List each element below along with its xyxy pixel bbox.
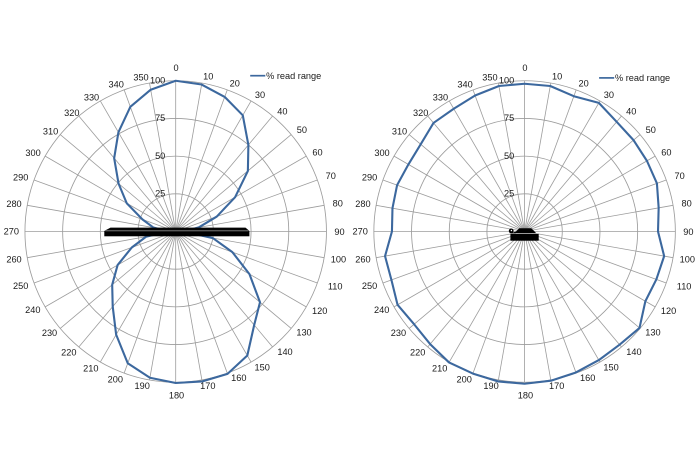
svg-text:320: 320 xyxy=(413,108,428,118)
svg-text:340: 340 xyxy=(109,80,124,90)
svg-text:300: 300 xyxy=(374,148,389,158)
svg-text:100: 100 xyxy=(331,255,346,265)
svg-text:220: 220 xyxy=(61,348,76,358)
svg-text:310: 310 xyxy=(43,127,58,137)
svg-text:350: 350 xyxy=(133,73,148,83)
svg-text:330: 330 xyxy=(84,93,99,103)
svg-text:190: 190 xyxy=(483,381,498,391)
svg-text:100: 100 xyxy=(150,76,165,86)
svg-text:70: 70 xyxy=(674,171,684,181)
svg-text:270: 270 xyxy=(353,226,368,236)
svg-text:75: 75 xyxy=(155,113,165,123)
svg-text:200: 200 xyxy=(108,375,123,385)
svg-text:160: 160 xyxy=(231,373,246,383)
svg-text:75: 75 xyxy=(504,113,514,123)
svg-text:290: 290 xyxy=(13,173,28,183)
svg-text:310: 310 xyxy=(392,127,407,137)
svg-text:90: 90 xyxy=(683,227,693,237)
svg-text:100: 100 xyxy=(499,76,514,86)
svg-text:% read range: % read range xyxy=(266,71,321,81)
svg-text:130: 130 xyxy=(296,328,311,338)
svg-text:50: 50 xyxy=(504,151,514,161)
svg-text:290: 290 xyxy=(362,173,377,183)
svg-text:240: 240 xyxy=(374,305,389,315)
svg-text:60: 60 xyxy=(312,148,322,158)
svg-text:300: 300 xyxy=(25,148,40,158)
svg-text:% read range: % read range xyxy=(615,73,670,83)
svg-text:70: 70 xyxy=(326,171,336,181)
svg-text:10: 10 xyxy=(552,72,562,82)
svg-text:230: 230 xyxy=(391,328,406,338)
svg-text:140: 140 xyxy=(626,347,641,357)
svg-text:320: 320 xyxy=(64,108,79,118)
svg-text:150: 150 xyxy=(255,363,270,373)
svg-text:60: 60 xyxy=(661,148,671,158)
svg-text:30: 30 xyxy=(255,90,265,100)
svg-text:80: 80 xyxy=(333,199,343,209)
svg-text:200: 200 xyxy=(457,375,472,385)
svg-text:250: 250 xyxy=(362,281,377,291)
svg-text:280: 280 xyxy=(355,199,370,209)
svg-text:100: 100 xyxy=(680,255,695,265)
svg-text:25: 25 xyxy=(155,189,165,199)
svg-text:10: 10 xyxy=(203,72,213,82)
svg-text:160: 160 xyxy=(580,373,595,383)
svg-text:170: 170 xyxy=(549,381,564,391)
svg-text:50: 50 xyxy=(155,151,165,161)
svg-text:350: 350 xyxy=(482,73,497,83)
svg-text:110: 110 xyxy=(328,281,343,291)
svg-text:170: 170 xyxy=(200,381,215,391)
svg-text:250: 250 xyxy=(13,281,28,291)
svg-text:330: 330 xyxy=(433,93,448,103)
svg-text:220: 220 xyxy=(410,348,425,358)
svg-text:210: 210 xyxy=(83,364,98,374)
svg-text:150: 150 xyxy=(603,363,618,373)
svg-text:230: 230 xyxy=(42,328,57,338)
svg-text:25: 25 xyxy=(504,189,514,199)
svg-text:180: 180 xyxy=(169,391,184,401)
svg-text:340: 340 xyxy=(457,80,472,90)
svg-text:140: 140 xyxy=(277,347,292,357)
svg-text:50: 50 xyxy=(646,125,656,135)
svg-text:90: 90 xyxy=(334,227,344,237)
svg-text:280: 280 xyxy=(6,199,21,209)
svg-text:50: 50 xyxy=(297,125,307,135)
svg-text:80: 80 xyxy=(681,199,691,209)
svg-text:0: 0 xyxy=(522,63,527,73)
svg-text:120: 120 xyxy=(661,306,676,316)
svg-text:180: 180 xyxy=(518,391,533,401)
svg-text:120: 120 xyxy=(312,306,327,316)
svg-text:260: 260 xyxy=(6,254,21,264)
svg-text:260: 260 xyxy=(355,254,370,264)
svg-text:110: 110 xyxy=(677,281,692,291)
svg-text:0: 0 xyxy=(173,63,178,73)
svg-text:20: 20 xyxy=(578,79,588,89)
svg-text:270: 270 xyxy=(4,226,19,236)
svg-text:20: 20 xyxy=(230,79,240,89)
svg-text:130: 130 xyxy=(645,328,660,338)
svg-text:30: 30 xyxy=(604,90,614,100)
svg-text:190: 190 xyxy=(135,381,150,391)
svg-text:40: 40 xyxy=(626,107,636,117)
svg-text:210: 210 xyxy=(432,364,447,374)
svg-text:240: 240 xyxy=(25,305,40,315)
svg-text:40: 40 xyxy=(277,107,287,117)
